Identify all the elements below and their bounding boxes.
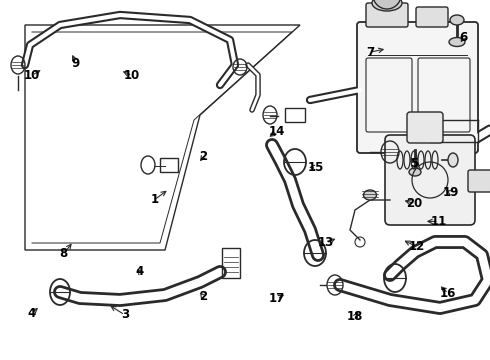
FancyBboxPatch shape: [385, 135, 475, 225]
Text: 13: 13: [318, 237, 334, 249]
Text: 5: 5: [410, 157, 418, 170]
Text: 16: 16: [440, 287, 457, 300]
FancyBboxPatch shape: [416, 7, 448, 27]
Text: 2: 2: [199, 150, 207, 163]
Ellipse shape: [449, 37, 465, 46]
Text: 8: 8: [60, 247, 68, 260]
Text: 4: 4: [136, 265, 144, 278]
FancyBboxPatch shape: [357, 22, 478, 153]
Text: 1: 1: [150, 193, 158, 206]
Text: 3: 3: [121, 309, 129, 321]
Text: 19: 19: [442, 186, 459, 199]
Text: 15: 15: [308, 161, 324, 174]
Text: 18: 18: [347, 310, 364, 323]
Ellipse shape: [448, 153, 458, 167]
Ellipse shape: [409, 168, 421, 176]
Text: 10: 10: [24, 69, 40, 82]
Text: 7: 7: [366, 46, 374, 59]
Text: 4: 4: [28, 307, 36, 320]
Text: 20: 20: [406, 197, 422, 210]
Ellipse shape: [372, 0, 402, 11]
Text: 9: 9: [72, 57, 80, 69]
Ellipse shape: [450, 15, 464, 25]
Circle shape: [373, 0, 401, 9]
Bar: [285, 108, 305, 122]
Bar: [160, 158, 178, 172]
Ellipse shape: [364, 190, 376, 200]
FancyBboxPatch shape: [407, 112, 443, 143]
FancyBboxPatch shape: [468, 170, 490, 192]
Text: 12: 12: [408, 240, 425, 253]
FancyBboxPatch shape: [366, 3, 408, 27]
Text: 14: 14: [269, 125, 285, 138]
Text: 6: 6: [459, 31, 467, 44]
Text: 2: 2: [199, 291, 207, 303]
Bar: [222, 248, 240, 278]
Text: 10: 10: [124, 69, 141, 82]
Text: 11: 11: [430, 215, 447, 228]
Text: 17: 17: [269, 292, 285, 305]
